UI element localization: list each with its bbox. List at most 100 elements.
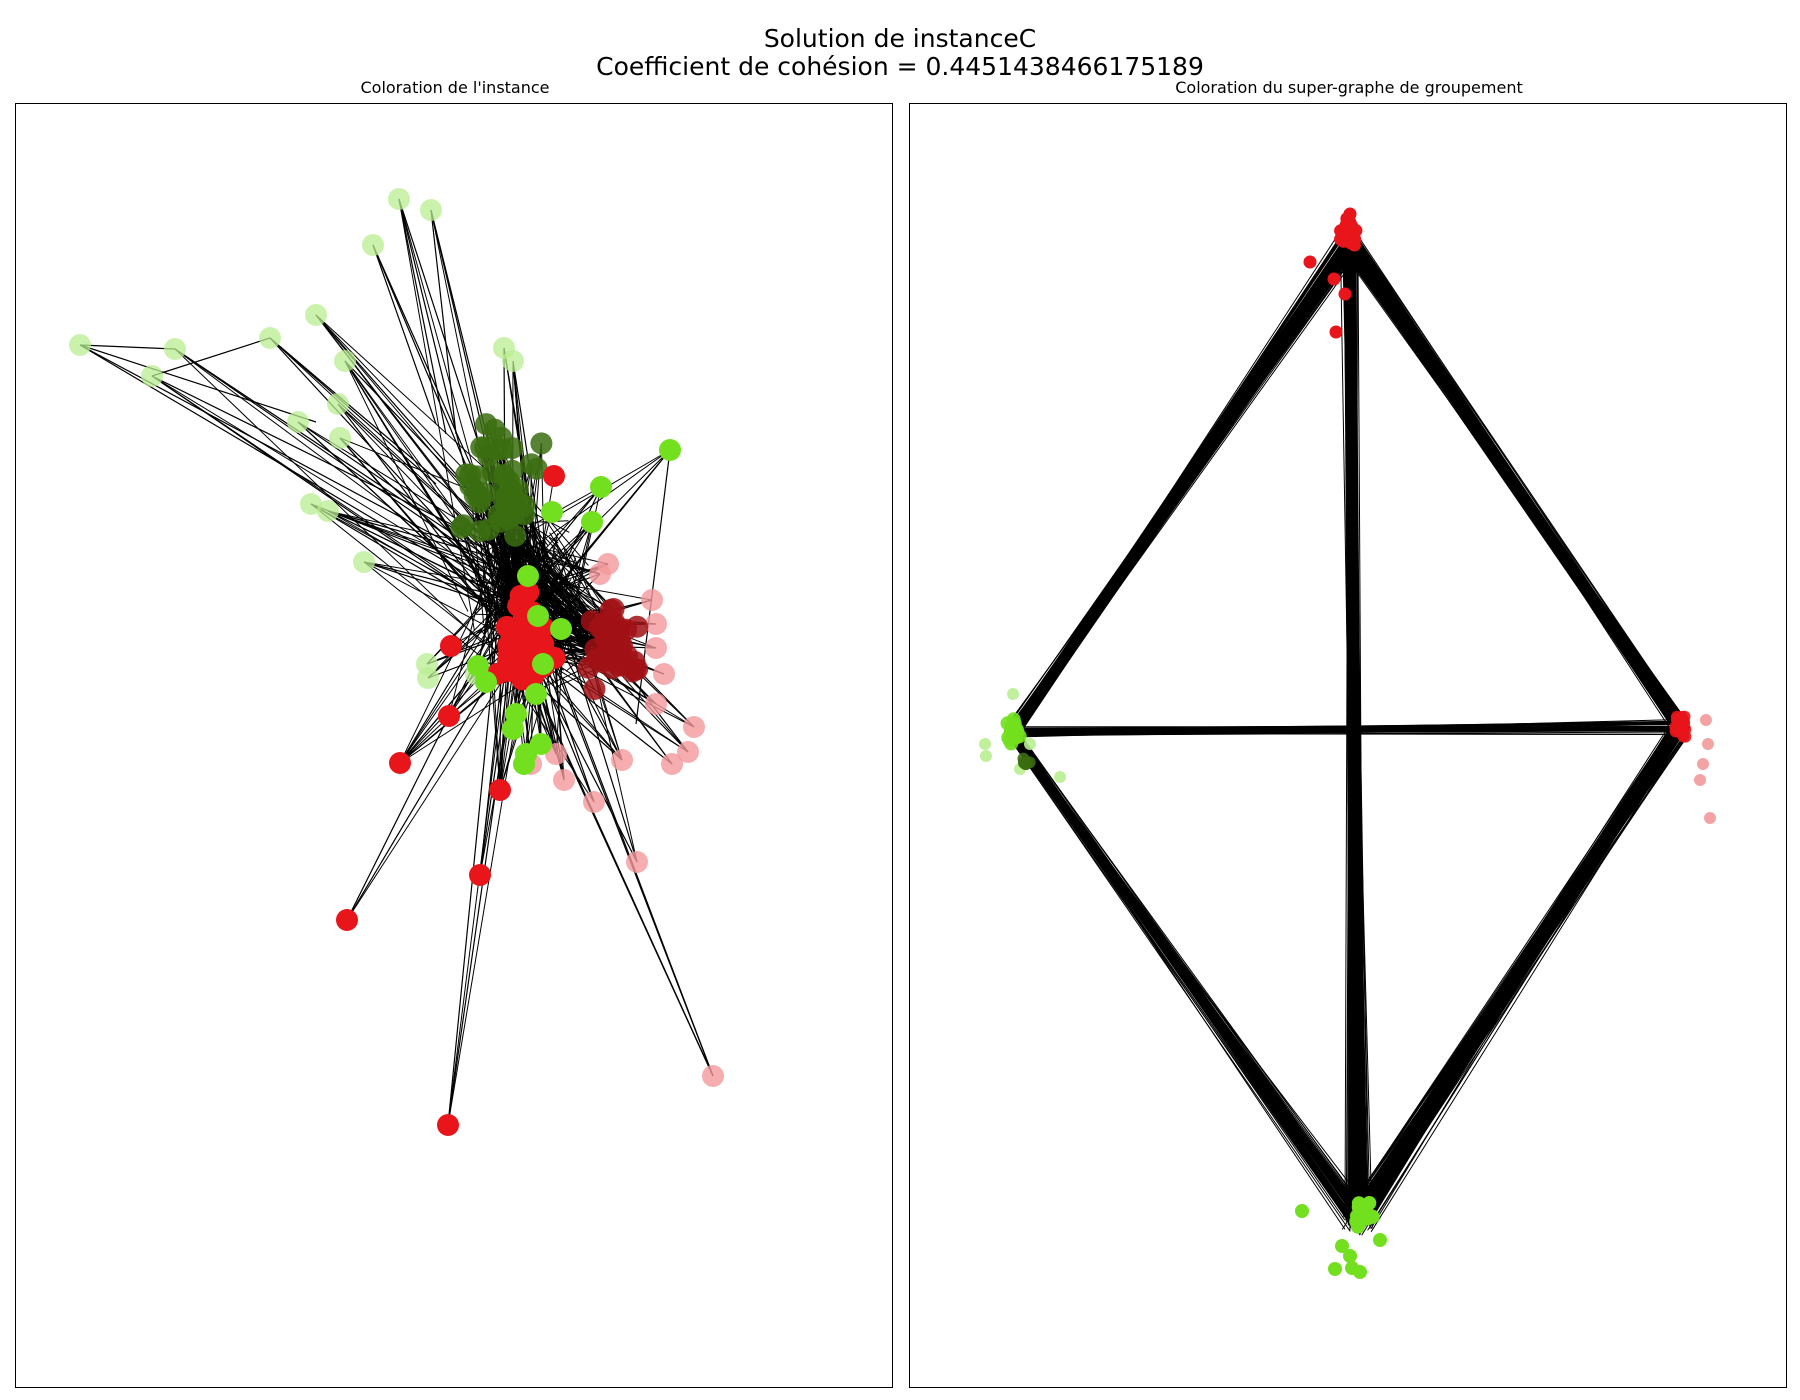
graph-node: [305, 304, 327, 326]
super-graph: [979, 207, 1716, 1279]
graph-edge: [363, 561, 523, 603]
graph-node: [502, 718, 524, 740]
graph-edge: [310, 503, 526, 589]
graph-node: [327, 393, 349, 415]
graph-edge: [447, 600, 524, 1126]
graph-edge: [1012, 730, 1355, 1208]
graph-edge: [1012, 239, 1345, 726]
graph-node: [597, 553, 619, 575]
graph-node: [607, 617, 629, 639]
graph-node: [1360, 1211, 1375, 1226]
graph-node: [475, 671, 497, 693]
graph-edge: [527, 587, 714, 1077]
graph-edge: [346, 600, 507, 921]
graph-node: [502, 350, 524, 372]
graph-node: [1669, 725, 1682, 738]
graph-node: [468, 491, 491, 514]
graph-node: [513, 753, 535, 775]
graph-node: [1338, 287, 1352, 301]
graph-node: [1335, 1239, 1349, 1253]
graph-node: [1007, 688, 1019, 700]
graph-node: [141, 365, 163, 387]
graph-node: [611, 749, 633, 771]
graph-node: [362, 234, 384, 256]
graph-node: [1350, 1219, 1365, 1234]
graph-node: [702, 1065, 724, 1087]
graph-node: [677, 741, 699, 763]
graph-node: [645, 637, 667, 659]
graph-edge: [1362, 726, 1686, 1220]
graph-edge: [532, 521, 593, 587]
graph-edge: [1015, 247, 1348, 727]
graph-edge: [269, 337, 437, 485]
graph-node: [440, 635, 462, 657]
node-layer: [69, 188, 724, 1136]
graph-edge: [310, 503, 518, 627]
graph-edge: [398, 198, 508, 640]
graph-node: [1373, 1233, 1387, 1247]
graph-node: [553, 769, 575, 791]
graph-node: [602, 598, 625, 620]
edge-layer: [1003, 231, 1691, 1236]
graph-edge: [1367, 728, 1681, 1210]
graph-edge: [1350, 247, 1683, 728]
graph-node: [287, 411, 309, 433]
graph-edge: [398, 198, 447, 435]
graph-edge: [576, 486, 602, 598]
graph-node: [980, 750, 992, 762]
graph-edge: [1018, 733, 1685, 736]
graph-node: [317, 500, 339, 522]
graph-node: [661, 753, 683, 775]
graph-edge: [79, 344, 176, 350]
graph-node: [541, 501, 563, 523]
graph-node: [626, 851, 648, 873]
graph-node: [590, 476, 612, 498]
graph-node: [455, 463, 478, 486]
instance-graph: [69, 188, 724, 1136]
node-layer: [979, 207, 1716, 1279]
graph-node: [1704, 812, 1716, 824]
graph-node: [492, 475, 515, 498]
figure-title: Solution de instanceC: [763, 24, 1037, 53]
graph-edge: [515, 449, 671, 541]
graph-node: [1327, 272, 1341, 286]
graph-edge: [1012, 239, 1347, 730]
graph-edge: [1357, 242, 1686, 731]
graph-edge: [1009, 731, 1346, 1230]
graph-node: [1019, 757, 1032, 770]
graph-node: [532, 633, 555, 656]
graph-node: [1054, 771, 1066, 783]
graph-node: [489, 779, 511, 801]
graph-node: [543, 465, 565, 487]
graph-node: [659, 439, 681, 461]
graph-node: [645, 613, 667, 635]
super-graph-panel: [909, 103, 1787, 1388]
graph-node: [550, 618, 572, 640]
graph-node: [1702, 738, 1714, 750]
graph-edge: [426, 584, 504, 665]
graph-edge: [534, 659, 623, 761]
graph-node: [683, 716, 705, 738]
graph-node: [69, 334, 91, 356]
graph-node: [1024, 738, 1036, 750]
graph-edge: [430, 209, 457, 435]
graph-node: [353, 551, 375, 573]
graph-edge: [1012, 256, 1351, 739]
graph-edge: [1010, 722, 1679, 734]
figure-subtitle: Coefficient de cohésion = 0.445143846617…: [596, 52, 1204, 81]
graph-node: [489, 510, 512, 533]
graph-edge: [1370, 734, 1681, 1224]
graph-edge: [1014, 738, 1353, 1224]
graph-edge: [1357, 722, 1683, 1222]
graph-node: [389, 752, 411, 774]
graph-node: [1341, 226, 1355, 240]
graph-node: [329, 427, 351, 449]
graph-node: [1329, 325, 1343, 339]
graph-node: [583, 791, 605, 813]
graph-edge: [344, 360, 511, 588]
graph-node: [525, 683, 547, 705]
graph-node: [530, 432, 553, 455]
graph-edge: [1370, 732, 1684, 1233]
graph-node: [1345, 1261, 1359, 1275]
graph-node: [497, 650, 520, 673]
